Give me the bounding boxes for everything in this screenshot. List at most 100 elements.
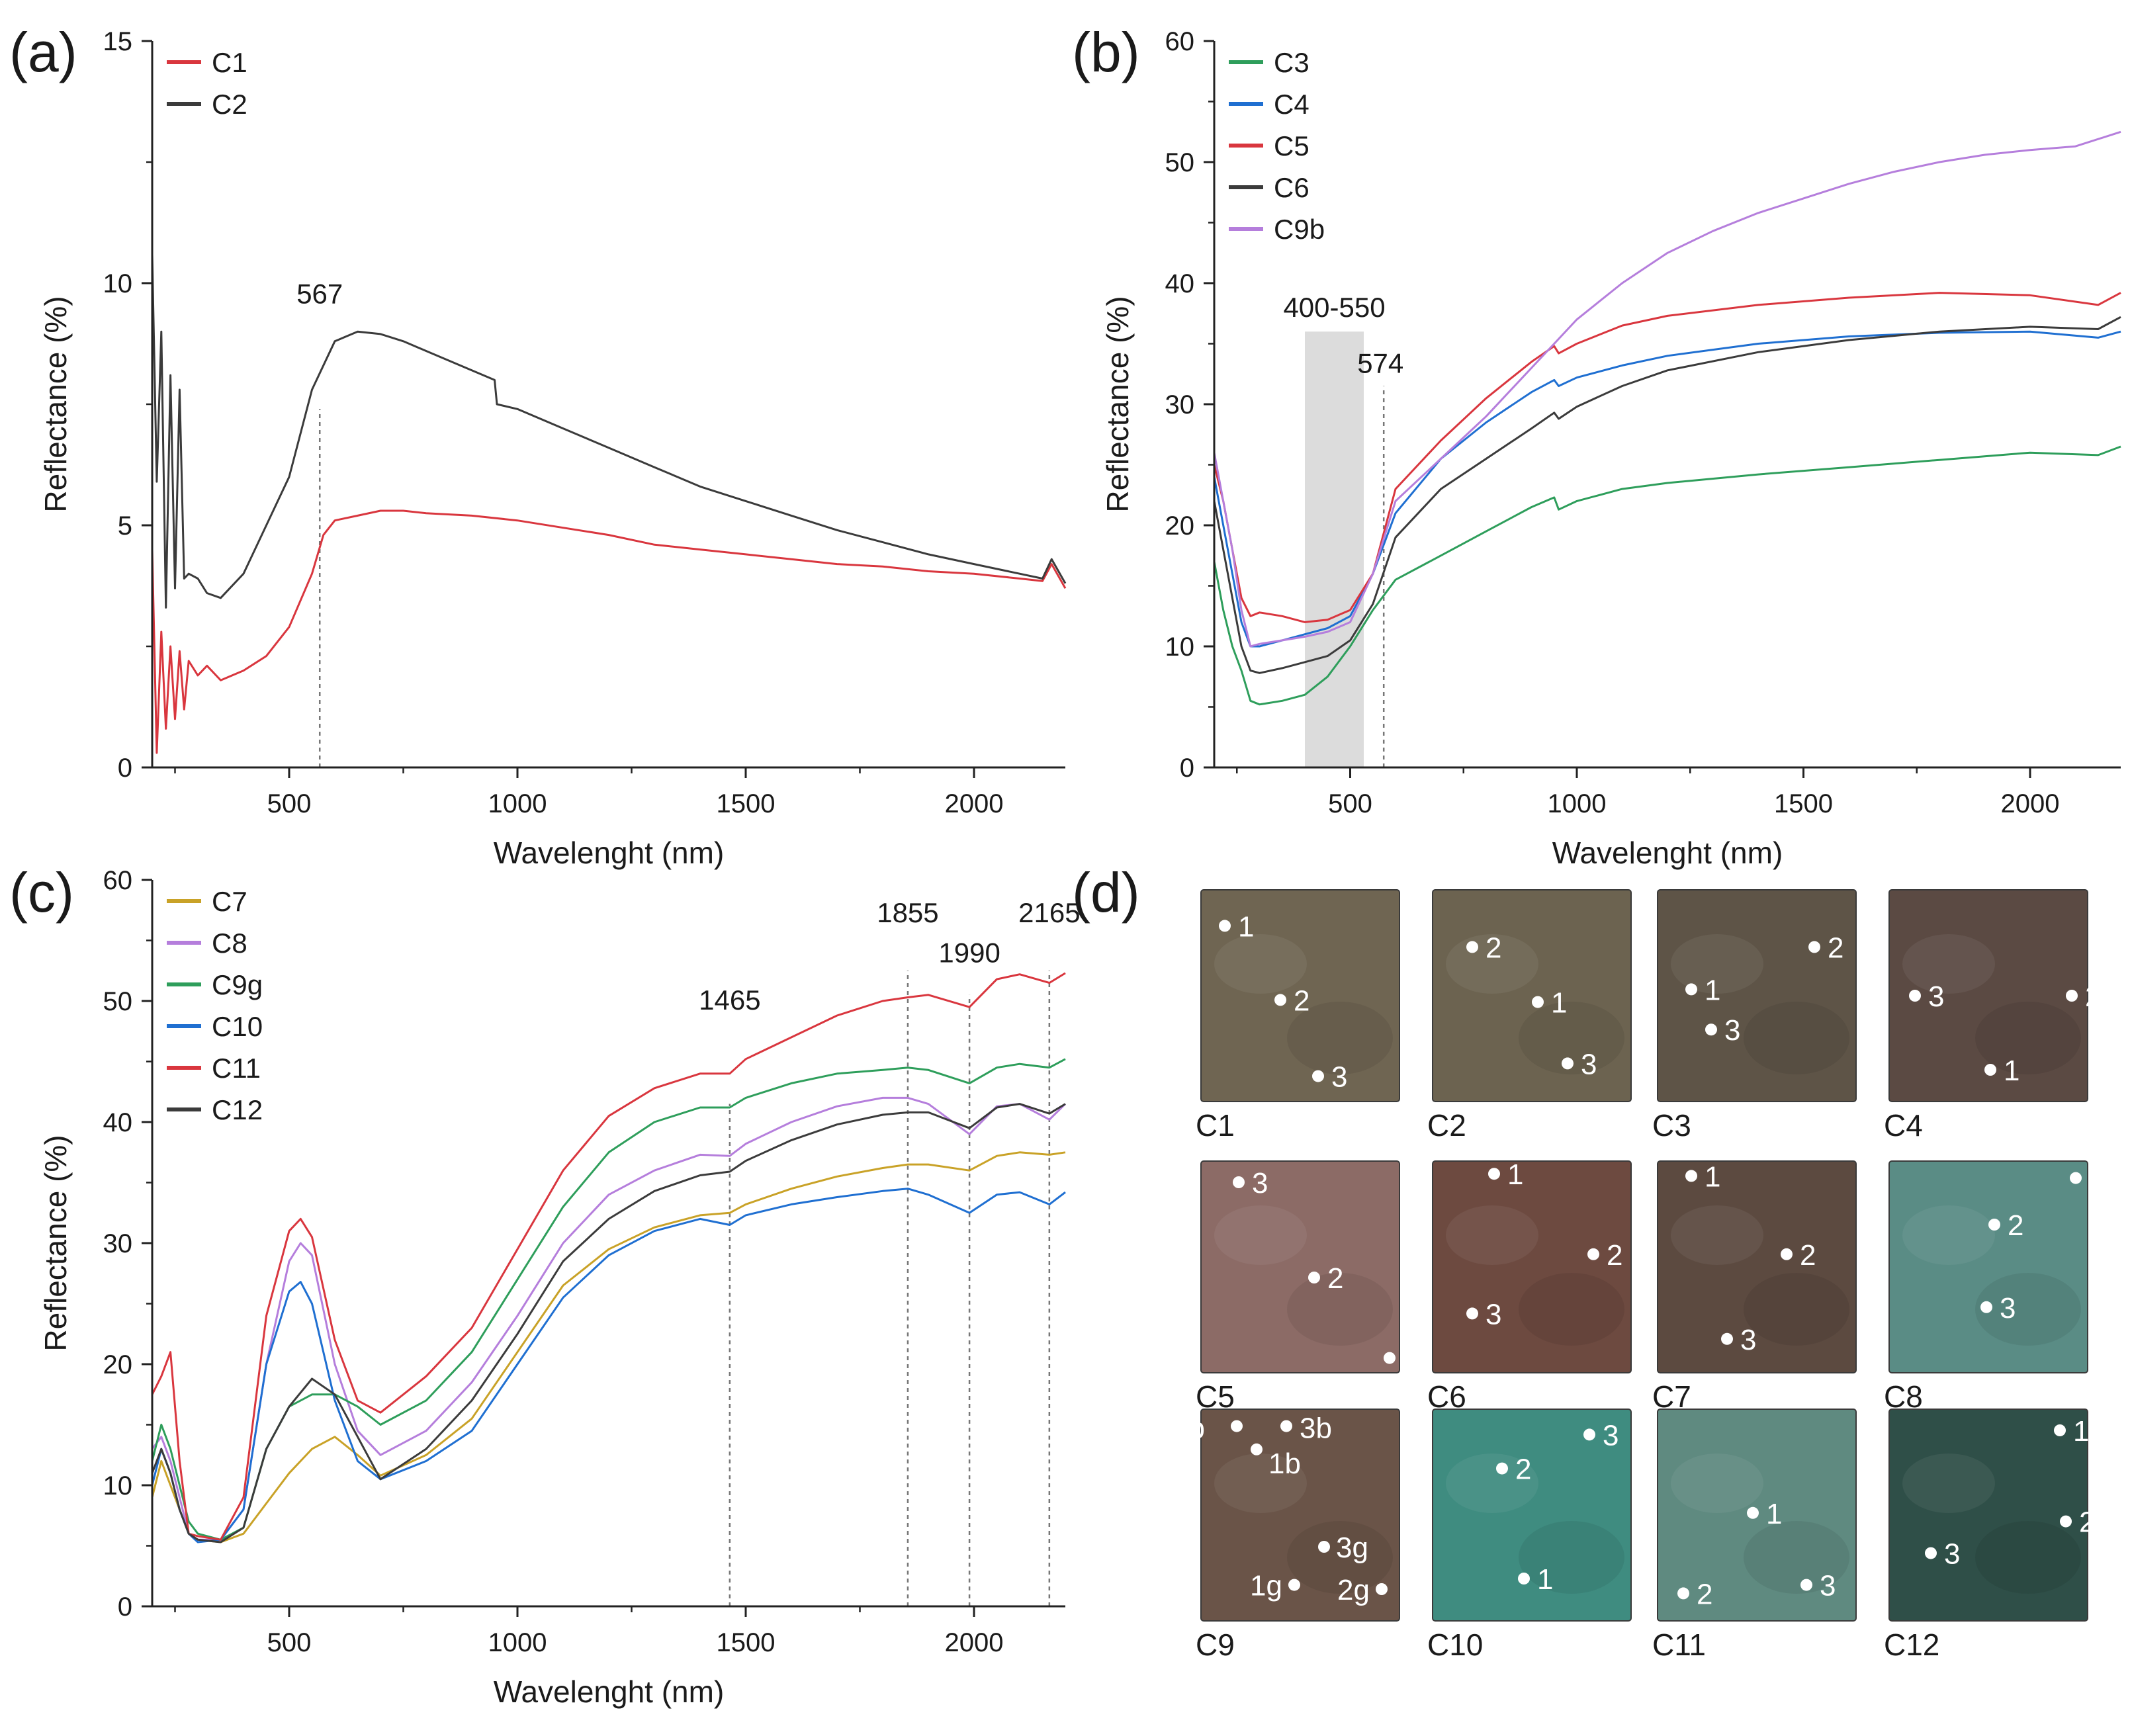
- measure-point-dot: [1721, 1332, 1733, 1345]
- measure-point-label: 2: [1486, 932, 1501, 964]
- y-tick-label-a-1: 5: [118, 511, 132, 541]
- measure-point-label: 3b: [1300, 1412, 1332, 1445]
- sample-plate-C1: [1200, 889, 1400, 1102]
- measure-point-label: 2: [1294, 984, 1309, 1017]
- legend-label-C7: C7: [212, 886, 247, 917]
- sample-C7: 1 2 3 C7: [1652, 1160, 1857, 1414]
- y-tick-label-c-2: 20: [103, 1350, 133, 1379]
- measure-point-dot: [2066, 990, 2078, 1002]
- measure-point-label: 3: [1740, 1324, 1756, 1356]
- series-line-C9b: [1213, 130, 2121, 648]
- legend-label-C3: C3: [1274, 47, 1309, 78]
- measure-point-dot: [1251, 1443, 1263, 1455]
- measure-point-dot: [1808, 941, 1820, 953]
- y-tick-label-c-5: 50: [103, 987, 133, 1016]
- y-tick-label-a-0: 0: [118, 754, 132, 783]
- series-line-C1: [151, 509, 1067, 754]
- measure-point-label: 3: [1820, 1570, 1836, 1602]
- sample-caption-C12: C12: [1884, 1628, 1939, 1662]
- measure-point-label: 3g: [1336, 1532, 1368, 1564]
- sample-plate-C2: [1432, 889, 1632, 1102]
- plate-blotch: [1902, 934, 1995, 994]
- measure-point-label: 2: [2008, 1209, 2023, 1242]
- y-tick-label-c-3: 30: [103, 1229, 133, 1258]
- measure-point-label: 2: [1828, 932, 1843, 964]
- sample-C11: 1 2 3 C11: [1652, 1409, 1857, 1662]
- measure-point-dot: [1562, 1057, 1574, 1070]
- x-tick-label-a-0: 500: [267, 789, 312, 818]
- y-tick-label-b-0: 0: [1180, 754, 1194, 783]
- series-line-C9g: [151, 1058, 1066, 1541]
- measure-point-dot: [1280, 1420, 1292, 1432]
- legend-label-C12: C12: [212, 1094, 263, 1125]
- sample-C5: 3 2 1 C5: [1196, 1160, 1419, 1414]
- measure-point-dot: [1233, 1176, 1245, 1188]
- measure-point-label: 1b: [1268, 1448, 1301, 1480]
- measure-point-label: 1: [2089, 1163, 2105, 1195]
- measure-point-label: 2b: [1173, 1412, 1205, 1445]
- sample-C3: 2 13 C3: [1652, 889, 1857, 1143]
- chart-a: 567 500 1000 1500 2000 0 5 10 15 Wavelenght (nm) R…: [38, 27, 1067, 870]
- plate-blotch: [1671, 934, 1763, 994]
- sample-plate-C7: [1657, 1160, 1857, 1373]
- sample-plate-C3: [1657, 889, 1857, 1102]
- plate-blotch: [1446, 1205, 1538, 1265]
- sample-caption-C8: C8: [1884, 1379, 1923, 1414]
- y-tick-label-b-3: 30: [1165, 390, 1195, 419]
- plate-shadow: [1744, 1273, 1849, 1346]
- legend-label-C1: C1: [212, 47, 247, 78]
- measure-point-label: 1: [2004, 1055, 2019, 1087]
- plate-blotch: [1902, 1205, 1995, 1265]
- plate-shadow: [1287, 1002, 1393, 1074]
- y-tick-label-b-1: 10: [1165, 632, 1195, 662]
- x-tick-label-b-0: 500: [1328, 789, 1372, 818]
- y-axis-title-c: Reflectance (%): [38, 1135, 73, 1351]
- sample-caption-C5: C5: [1196, 1379, 1235, 1414]
- y-tick-label-a-2: 10: [103, 269, 133, 298]
- x-axis-title-c: Wavelenght (nm): [494, 1674, 725, 1709]
- series-line-C5: [1213, 292, 2121, 623]
- measure-point-label: 1g: [1250, 1570, 1282, 1602]
- sample-C1: 1 2 3 C1: [1196, 889, 1400, 1143]
- measure-point-dot: [1288, 1579, 1300, 1591]
- plate-blotch: [1214, 1205, 1307, 1265]
- plate-shadow: [1519, 1273, 1624, 1346]
- panel-label-a: (a): [9, 21, 77, 83]
- measure-point-dot: [1781, 1248, 1793, 1260]
- sample-C8: 1 2 3 C8: [1884, 1160, 2105, 1414]
- sample-caption-C4: C4: [1884, 1108, 1923, 1143]
- measure-point-dot: [1318, 1541, 1330, 1553]
- measure-point-dot: [1219, 920, 1231, 932]
- y-tick-label-c-1: 10: [103, 1471, 133, 1500]
- panel-label-c: (c): [9, 861, 74, 924]
- x-tick-label-b-2: 1500: [1774, 789, 1833, 818]
- measure-point-label: 2g: [1337, 1574, 1370, 1606]
- measure-point-label: 3: [2000, 1292, 2016, 1324]
- y-tick-label-b-6: 60: [1165, 27, 1195, 56]
- plate-shadow: [1519, 1521, 1624, 1594]
- annotation-label-c-0: 1465: [699, 984, 760, 1016]
- sample-caption-C10: C10: [1427, 1628, 1483, 1662]
- series-line-C7: [151, 1151, 1066, 1543]
- sample-caption-C2: C2: [1427, 1108, 1466, 1143]
- measure-point-dot: [1308, 1272, 1320, 1283]
- measure-point-label: 1: [1551, 987, 1567, 1020]
- measure-point-dot: [1747, 1506, 1759, 1519]
- measure-point-label: 1: [1403, 1343, 1419, 1375]
- y-tick-label-a-3: 15: [103, 27, 133, 56]
- sample-C2: 2 13 C2: [1427, 889, 1632, 1143]
- shaded-band-b: [1305, 331, 1364, 767]
- measure-point-dot: [1685, 983, 1697, 996]
- plate-shadow: [1287, 1273, 1393, 1346]
- measure-point-label: 3: [1603, 1419, 1619, 1452]
- legend-label-C2: C2: [212, 89, 247, 120]
- sample-plate-C9: [1200, 1409, 1400, 1622]
- annotation-label-c-1: 1855: [877, 897, 938, 928]
- legend-label-C9b: C9b: [1274, 214, 1325, 245]
- series-line-C12: [151, 1103, 1066, 1543]
- series-line-C8: [151, 1096, 1067, 1541]
- measure-point-dot: [1705, 1023, 1717, 1036]
- measure-point-dot: [1466, 941, 1478, 953]
- measure-point-dot: [1583, 1428, 1595, 1441]
